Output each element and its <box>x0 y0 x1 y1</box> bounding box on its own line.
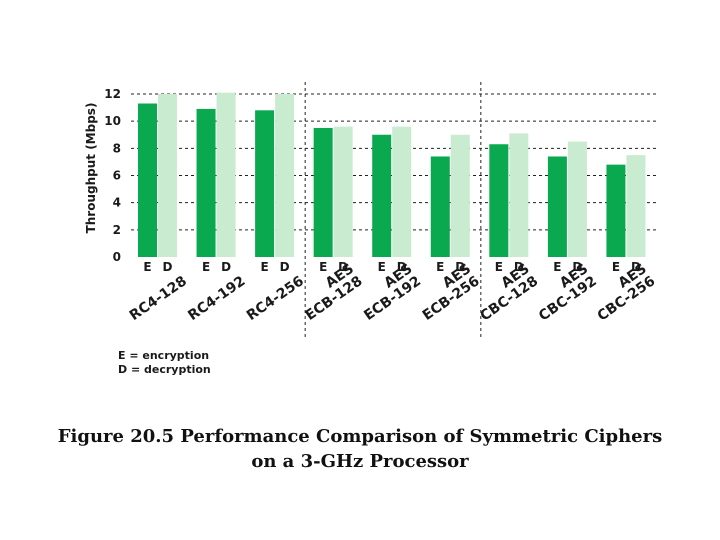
bar-E-5 <box>372 134 392 257</box>
bar-letter-E-6: E <box>436 260 444 274</box>
bar-letter-D-6: D <box>455 260 465 274</box>
bar-D-4 <box>333 126 353 257</box>
bar-D-5 <box>392 126 412 257</box>
bar-letter-E-7: E <box>495 260 503 274</box>
bar-E-3 <box>255 110 275 257</box>
y-tick-label-0: 0 <box>113 250 121 264</box>
bar-letter-D-8: D <box>572 260 582 274</box>
y-tick-label-4: 4 <box>113 196 121 210</box>
y-tick-label-2: 2 <box>113 223 121 237</box>
bar-letter-E-9: E <box>612 260 620 274</box>
bar-letter-E-4: E <box>319 260 327 274</box>
bar-letter-D-4: D <box>338 260 348 274</box>
category-label-2: RC4-192 <box>185 273 248 324</box>
bar-E-1 <box>138 103 157 257</box>
bar-D-9 <box>626 155 646 257</box>
bar-D-2 <box>216 92 236 258</box>
category-label-line: RC4-192 <box>185 273 248 324</box>
bar-letter-D-9: D <box>631 260 641 274</box>
bar-letter-E-8: E <box>553 260 561 274</box>
category-label-1: RC4-128 <box>127 273 190 324</box>
bar-E-6 <box>430 156 450 257</box>
bar-E-2 <box>196 108 216 257</box>
y-tick-label-8: 8 <box>113 141 121 155</box>
category-label-line: RC4-128 <box>127 273 190 324</box>
bar-letter-E-3: E <box>261 260 269 274</box>
bar-E-7 <box>489 144 509 257</box>
figure-caption-line2: on a 3-GHz Processor <box>251 451 469 472</box>
bar-letter-D-3: D <box>280 260 290 274</box>
bar-letter-E-2: E <box>202 260 210 274</box>
bar-D-1 <box>158 94 177 257</box>
bar-D-7 <box>509 133 529 257</box>
bar-letter-D-2: D <box>221 260 231 274</box>
legend-encryption: E = encryption <box>118 349 210 362</box>
bar-D-6 <box>450 134 470 257</box>
bar-letter-E-5: E <box>378 260 386 274</box>
y-axis-label: Throughput (Mbps) <box>84 103 98 234</box>
bar-letter-E-1: E <box>143 260 151 274</box>
bar-letter-D-7: D <box>514 260 524 274</box>
legend-decryption: D = decryption <box>118 363 211 376</box>
category-label-3: RC4-256 <box>244 273 307 324</box>
category-label-line: RC4-256 <box>244 273 307 324</box>
y-tick-label-10: 10 <box>104 114 121 128</box>
bar-E-8 <box>547 156 567 257</box>
bar-letter-D-1: D <box>163 260 173 274</box>
y-tick-label-12: 12 <box>104 87 121 101</box>
bar-D-3 <box>275 94 295 257</box>
bar-E-9 <box>606 164 626 257</box>
y-tick-label-6: 6 <box>113 169 121 183</box>
bar-letter-D-5: D <box>397 260 407 274</box>
bar-E-4 <box>313 127 333 257</box>
bar-D-8 <box>567 141 587 257</box>
figure-caption-line1: Figure 20.5 Performance Comparison of Sy… <box>57 426 663 447</box>
